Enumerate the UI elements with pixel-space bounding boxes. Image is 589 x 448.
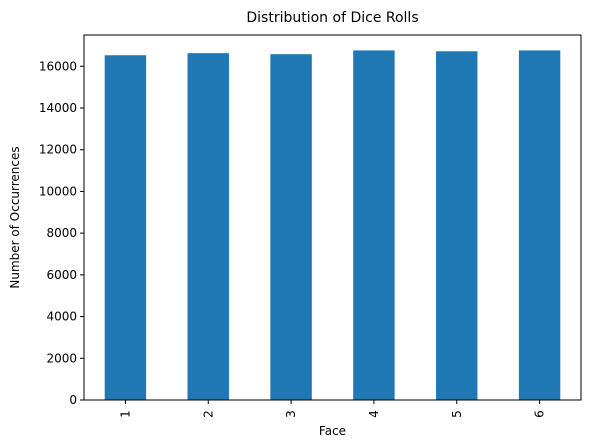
y-tick-label-10000: 10000 bbox=[39, 184, 77, 198]
y-tick-label-12000: 12000 bbox=[39, 143, 77, 157]
y-tick-label-8000: 8000 bbox=[46, 226, 77, 240]
x-axis-label: Face bbox=[319, 424, 346, 438]
bar-face-6 bbox=[518, 50, 561, 400]
y-axis-ticks: 0 2000 4000 6000 8000 10000 12000 14000 16000 bbox=[39, 59, 84, 407]
bars-group bbox=[104, 50, 561, 401]
y-tick-label-4000: 4000 bbox=[46, 310, 77, 324]
plot-frame bbox=[83, 34, 582, 401]
chart-title: Distribution of Dice Rolls bbox=[246, 10, 418, 26]
x-axis-ticks: 1 2 3 4 5 6 bbox=[118, 400, 547, 418]
x-tick-label-5: 5 bbox=[450, 410, 464, 418]
x-tick-label-3: 3 bbox=[284, 410, 298, 418]
x-tick-label-6: 6 bbox=[533, 410, 547, 418]
y-tick-label-2000: 2000 bbox=[46, 351, 77, 365]
y-tick-label-14000: 14000 bbox=[39, 101, 77, 115]
x-tick-label-4: 4 bbox=[367, 410, 381, 418]
y-tick-label-16000: 16000 bbox=[39, 59, 77, 73]
y-tick-label-0: 0 bbox=[69, 393, 77, 407]
bar-face-5 bbox=[436, 51, 478, 401]
x-tick-label-2: 2 bbox=[201, 410, 215, 418]
bar-face-1 bbox=[104, 55, 147, 400]
bar-face-4 bbox=[353, 50, 395, 400]
y-axis-label: Number of Occurrences bbox=[8, 146, 22, 288]
bar-face-2 bbox=[187, 53, 229, 400]
x-tick-label-1: 1 bbox=[118, 410, 132, 418]
bar-face-3 bbox=[270, 54, 312, 401]
y-tick-label-6000: 6000 bbox=[46, 268, 77, 282]
